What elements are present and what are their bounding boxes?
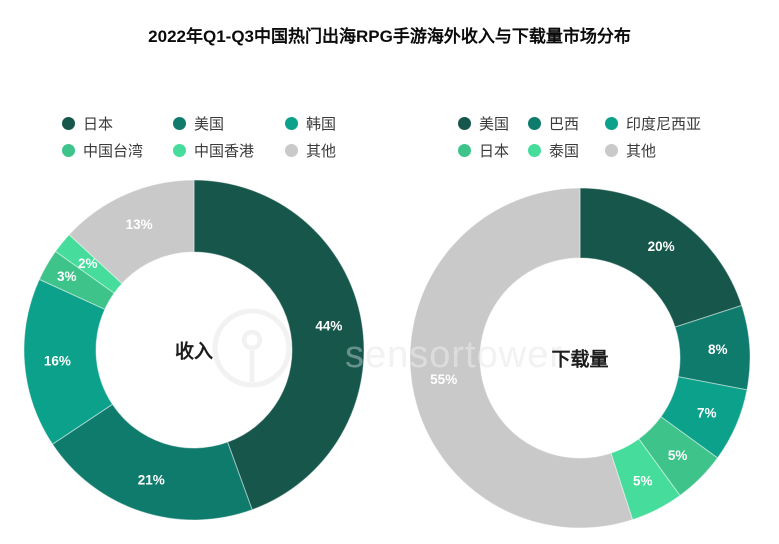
slice-value-label: 21%: [138, 473, 165, 488]
legend-swatch: [605, 116, 618, 130]
legend-item-中国香港[interactable]: 中国香港: [173, 140, 285, 160]
legend-label: 泰国: [549, 142, 580, 160]
legend-item-其他[interactable]: 其他: [285, 140, 405, 160]
legend-swatch: [173, 143, 186, 157]
legend-swatch: [62, 143, 75, 157]
legend-swatch: [62, 116, 75, 130]
legend-item-日本[interactable]: 日本: [62, 113, 173, 133]
legend-item-巴西[interactable]: 巴西: [528, 113, 605, 133]
legend-revenue: 日本 美国 韩国中国台湾 中国香港 其他: [62, 113, 405, 160]
slice-value-label: 20%: [648, 239, 675, 254]
donut-slice-韩国[interactable]: [23, 278, 113, 445]
legend-label: 日本: [479, 142, 510, 160]
legend-label: 印度尼西亚: [626, 115, 702, 133]
slice-value-label: 5%: [668, 448, 688, 463]
legend-item-日本[interactable]: 日本: [458, 140, 528, 160]
legend-label: 韩国: [306, 115, 337, 133]
legend-item-印度尼西亚[interactable]: 印度尼西亚: [605, 113, 755, 133]
legend-label: 美国: [194, 115, 225, 133]
slice-value-label: 55%: [430, 372, 457, 387]
legend-item-美国[interactable]: 美国: [458, 113, 528, 133]
legend-item-中国台湾[interactable]: 中国台湾: [62, 140, 173, 160]
legend-swatch: [605, 143, 618, 157]
legend-swatch: [458, 143, 471, 157]
slice-value-label: 16%: [44, 353, 71, 368]
slice-value-label: 2%: [78, 256, 98, 271]
legend-label: 其他: [626, 142, 657, 160]
donut-slice-美国[interactable]: [51, 403, 253, 521]
revenue-center-label: 收入: [174, 341, 214, 363]
donut-slice-其他[interactable]: [68, 179, 195, 285]
legend-label: 日本: [83, 115, 114, 133]
legend-swatch: [458, 116, 471, 130]
chart-title: 2022年Q1-Q3中国热门出海RPG手游海外收入与下载量市场分布: [148, 27, 631, 46]
donut-chart-downloads: 20% 8% 7% 5% 5% 55%: [409, 187, 751, 529]
legend-item-韩国[interactable]: 韩国: [285, 113, 405, 133]
legend-item-泰国[interactable]: 泰国: [528, 140, 605, 160]
slice-value-label: 13%: [126, 217, 153, 232]
downloads-center-label: 下载量: [551, 349, 609, 371]
donut-slice-巴西[interactable]: [674, 304, 751, 391]
slice-value-label: 44%: [315, 319, 342, 334]
legend-label: 美国: [479, 115, 510, 133]
donut-chart-revenue: 44% 21% 16% 3%2% 13%: [23, 179, 365, 521]
slice-value-label: 7%: [697, 405, 717, 420]
legend-swatch: [285, 143, 298, 157]
legend-swatch: [173, 116, 186, 130]
legend-item-其他[interactable]: 其他: [605, 140, 755, 160]
legend-swatch: [285, 116, 298, 130]
legend-item-美国[interactable]: 美国: [173, 113, 285, 133]
legend-swatch: [528, 116, 541, 130]
donut-slice-美国[interactable]: [579, 187, 743, 328]
legend-swatch: [528, 143, 541, 157]
legend-label: 中国台湾: [83, 142, 144, 160]
donut-slice-其他[interactable]: [409, 187, 634, 529]
legend-label: 中国香港: [194, 142, 255, 160]
slice-value-label: 8%: [708, 342, 728, 357]
donut-slice-日本[interactable]: [193, 179, 365, 511]
legend-label: 其他: [306, 142, 337, 160]
legend-label: 巴西: [549, 115, 580, 133]
slice-value-label: 5%: [633, 474, 653, 489]
slice-value-label: 3%: [57, 269, 77, 284]
legend-downloads: 美国 巴西 印度尼西亚日本 泰国 其他: [458, 113, 755, 160]
